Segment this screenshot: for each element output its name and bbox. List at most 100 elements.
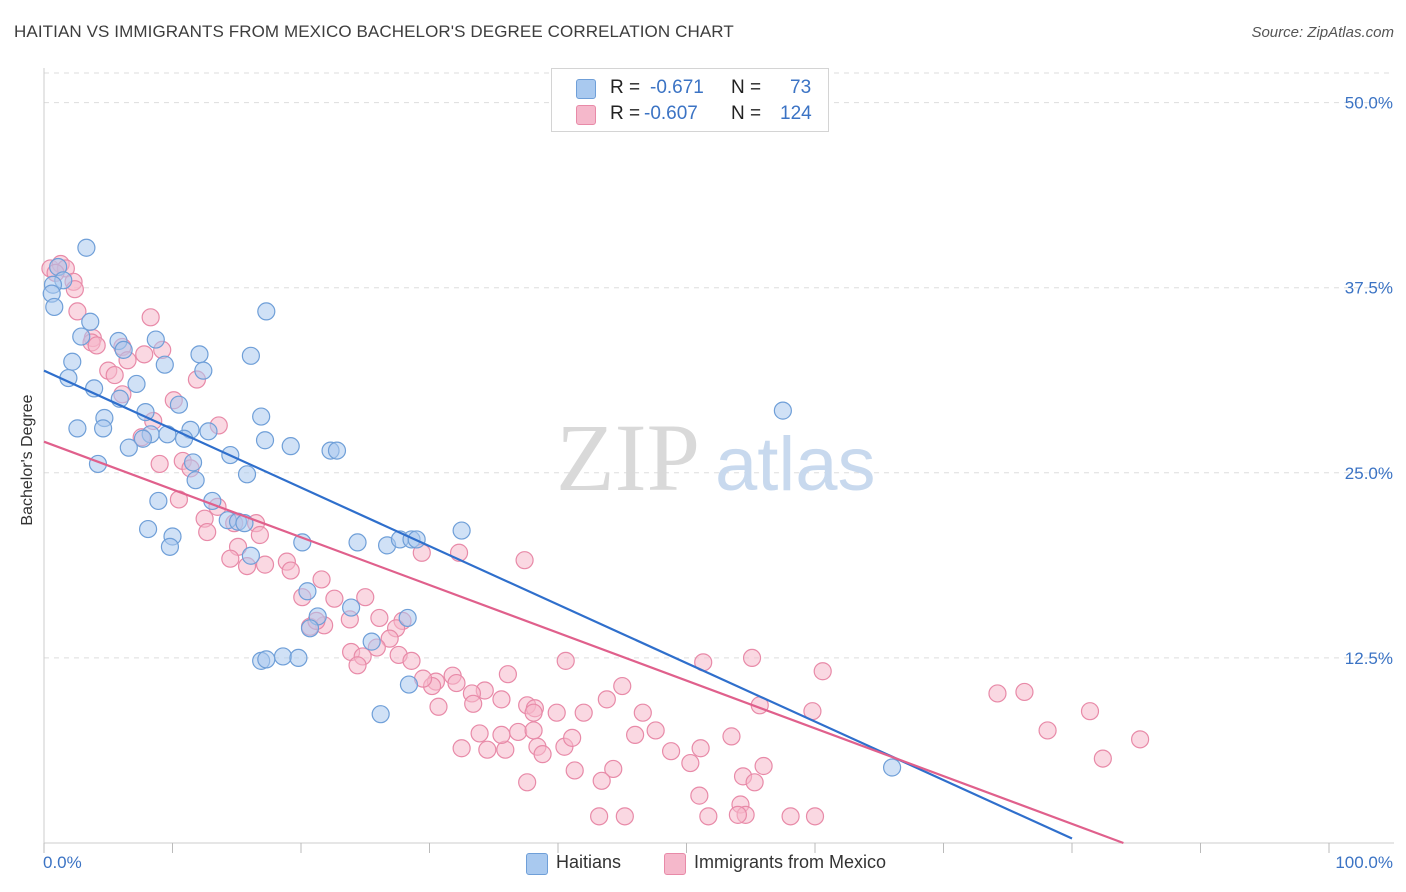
data-point [362, 632, 381, 651]
data-point [574, 703, 593, 722]
legend-n-label: N = [731, 103, 762, 124]
data-point [155, 355, 174, 374]
data-point [722, 727, 741, 746]
data-point [882, 758, 902, 777]
data-point [237, 465, 257, 484]
data-point [745, 773, 764, 792]
legend-swatch-blue [576, 79, 596, 99]
data-point [533, 745, 552, 764]
data-point [470, 724, 489, 743]
y-tick-label: 37.5% [1345, 279, 1393, 298]
data-point [496, 740, 515, 759]
data-point [141, 308, 160, 327]
data-point [813, 662, 832, 681]
trend-lines [43, 369, 1124, 845]
data-point [114, 340, 133, 360]
data-point [515, 551, 534, 570]
data-point [380, 629, 399, 648]
data-point [68, 419, 87, 438]
x-tick-min: 0.0% [43, 853, 82, 872]
y-tick-labels: 12.5% 25.0% 37.5% 50.0% [1345, 94, 1393, 668]
data-point [105, 365, 124, 385]
legend-swatch-blue [526, 853, 548, 875]
data-point [524, 703, 543, 722]
legend-r-value: -0.607 [644, 103, 698, 124]
correlation-legend: R = -0.671 N = 73 R = -0.607 N = 124 [551, 68, 829, 132]
data-point [563, 728, 582, 747]
chart-source: Source: ZipAtlas.com [1251, 24, 1394, 41]
data-point [398, 608, 417, 628]
data-point [250, 525, 269, 545]
data-point [194, 361, 213, 380]
legend-label: Immigrants from Mexico [694, 852, 887, 872]
data-point [356, 588, 375, 607]
data-point [87, 336, 106, 355]
data-point [691, 739, 710, 758]
data-point [805, 807, 825, 826]
watermark-zip: ZIP [556, 404, 700, 511]
data-point [478, 740, 497, 759]
data-point [524, 721, 543, 740]
y-tick-label: 25.0% [1345, 464, 1393, 483]
legend-r-value: -0.671 [650, 77, 704, 98]
x-tick-max: 100.0% [1335, 853, 1393, 872]
data-point [754, 756, 773, 776]
legend-r-label: R = [610, 103, 641, 124]
legend-swatch-pink [576, 105, 596, 125]
data-point [728, 805, 748, 824]
data-point [149, 491, 168, 511]
data-point [138, 519, 158, 539]
data-point [633, 703, 652, 722]
data-point [646, 721, 665, 740]
y-tick-label: 12.5% [1345, 649, 1393, 668]
axes [43, 68, 1394, 853]
data-point [452, 521, 471, 540]
data-point [160, 537, 180, 556]
data-point [988, 684, 1007, 703]
data-point [221, 549, 240, 568]
data-point [498, 665, 517, 684]
data-point [146, 330, 165, 349]
data-point [565, 761, 584, 780]
data-point [447, 673, 466, 693]
data-point [592, 771, 611, 790]
data-point [257, 650, 276, 669]
data-point [348, 533, 367, 552]
trend-line-mexico [43, 440, 1124, 845]
data-point [183, 453, 203, 472]
data-point [1131, 730, 1150, 749]
data-point [325, 589, 344, 608]
data-point [298, 582, 317, 601]
data-point [133, 429, 153, 448]
data-point [257, 302, 276, 321]
data-point [255, 431, 275, 450]
data-point [509, 722, 528, 742]
data-point [464, 694, 483, 713]
data-point [77, 238, 96, 257]
data-point [300, 619, 320, 638]
data-point [241, 346, 260, 365]
data-point [190, 345, 209, 364]
legend-label: Haitians [556, 852, 622, 872]
data-point [273, 647, 293, 666]
data-point [402, 651, 421, 670]
legend-n-value: 73 [790, 77, 812, 98]
series-immigrants-from-mexico [41, 254, 1150, 826]
data-point [1015, 682, 1034, 702]
data-point [135, 345, 154, 364]
data-point [281, 561, 300, 580]
data-point [492, 725, 511, 745]
data-point [399, 675, 419, 694]
data-point [198, 522, 217, 542]
data-point [169, 395, 189, 414]
data-point [72, 327, 91, 346]
data-point [590, 807, 609, 826]
data-point [452, 739, 471, 758]
data-point [342, 598, 361, 617]
data-point [492, 690, 511, 709]
data-point [1038, 721, 1057, 740]
data-point [94, 419, 113, 438]
data-point [429, 697, 448, 716]
legend-swatch-pink [664, 853, 686, 875]
